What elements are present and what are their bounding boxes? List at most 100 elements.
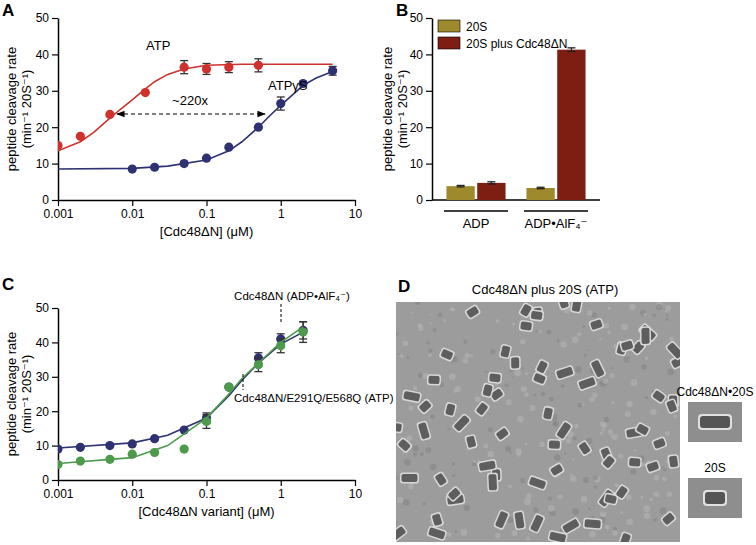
grain (455, 530, 457, 532)
grain (400, 354, 404, 358)
y-tick-mark (52, 480, 58, 481)
grain (406, 435, 412, 441)
grain (452, 308, 455, 311)
particle-halo (548, 462, 566, 479)
grain (587, 310, 593, 316)
y-axis-title: peptide cleavage rate (380, 47, 395, 171)
particle-halo (619, 338, 636, 352)
error-bar-cap (254, 371, 262, 372)
grain (583, 477, 589, 483)
particle-halo (640, 326, 651, 345)
y-axis-title: (min⁻¹ 20S⁻¹) (19, 70, 34, 149)
error-bar-cap (299, 321, 307, 322)
y-tick: 30 (36, 84, 58, 98)
grain (430, 464, 436, 470)
grain (645, 357, 649, 361)
grain (656, 304, 663, 311)
legend-label: 20S (466, 20, 487, 34)
grain (553, 421, 559, 427)
grain (645, 396, 648, 399)
y-tick-label: 10 (36, 157, 50, 171)
y-tick-label: 40 (36, 48, 50, 62)
particle (576, 439, 593, 457)
particle (518, 320, 533, 333)
grain (615, 483, 619, 487)
grain (533, 507, 538, 512)
panel-letter: C (2, 275, 14, 294)
particle-halo (547, 439, 561, 450)
grain (665, 431, 670, 436)
particle (481, 382, 495, 398)
particle (547, 530, 568, 542)
grain (588, 508, 591, 511)
grain (452, 462, 455, 465)
grain (582, 404, 584, 406)
y-tick: 50 (36, 301, 58, 315)
y-tick-label: 40 (36, 336, 50, 350)
y-tick: 20 (410, 121, 432, 135)
x-axis-title: [Cdc48ΔN] (μM) (160, 224, 253, 239)
particle-body (482, 384, 492, 397)
y-tick-label: 20 (36, 405, 50, 419)
bar (446, 186, 474, 200)
particle-halo (513, 510, 527, 530)
grain (592, 393, 597, 398)
y-axis: 01020304050 (410, 11, 433, 207)
x-tick: 10 (349, 480, 363, 501)
grain (475, 396, 481, 402)
x-tick-mark (355, 480, 356, 486)
particle-halo (473, 400, 490, 418)
particle-body (556, 367, 574, 380)
legend-label: 20S plus Cdc48ΔN (466, 37, 567, 51)
bar (477, 183, 505, 200)
particle-halo (445, 485, 463, 503)
particle-halo (396, 421, 404, 434)
grain (640, 310, 646, 316)
particle (651, 436, 668, 451)
grain (669, 337, 674, 342)
x-tick: 10 (349, 200, 363, 221)
particle (527, 475, 549, 492)
grain (572, 336, 579, 343)
annotation: ~220x (172, 93, 208, 108)
y-axis-line (58, 309, 60, 481)
particle-body (602, 455, 615, 469)
particle-halo (477, 459, 498, 473)
particle-body (432, 513, 443, 526)
grain (665, 318, 668, 321)
particle (427, 374, 442, 386)
fit-line (58, 64, 333, 151)
grain (396, 476, 398, 480)
grain (452, 474, 455, 477)
y-axis-title: (min⁻¹ 20S⁻¹) (19, 355, 34, 434)
grain (521, 367, 524, 370)
grain (510, 452, 512, 454)
grain (581, 496, 588, 503)
particle-body (418, 422, 430, 440)
particle (613, 483, 630, 501)
grain (404, 459, 411, 466)
particle-halo (487, 372, 502, 384)
particle (464, 304, 482, 321)
series-label: ATPγS (268, 78, 308, 93)
particle-body (562, 518, 580, 533)
particle-body (584, 519, 601, 528)
data-point (328, 66, 337, 75)
error-bar-cap (537, 188, 545, 189)
y-tick-mark (52, 411, 58, 412)
grain (594, 485, 597, 488)
particle-halo (451, 413, 472, 434)
grain (570, 475, 576, 481)
y-tick-mark (426, 200, 432, 201)
grain (413, 452, 417, 456)
particle (619, 338, 636, 352)
particle-body (653, 438, 666, 449)
grain (582, 325, 585, 328)
particle (660, 510, 678, 527)
grain (413, 386, 417, 390)
panel-letter: B (396, 1, 408, 20)
particle-body (445, 403, 455, 416)
particle-halo (518, 320, 533, 333)
x-tick-label: 0.001 (43, 207, 73, 221)
particle-halo (528, 512, 546, 534)
